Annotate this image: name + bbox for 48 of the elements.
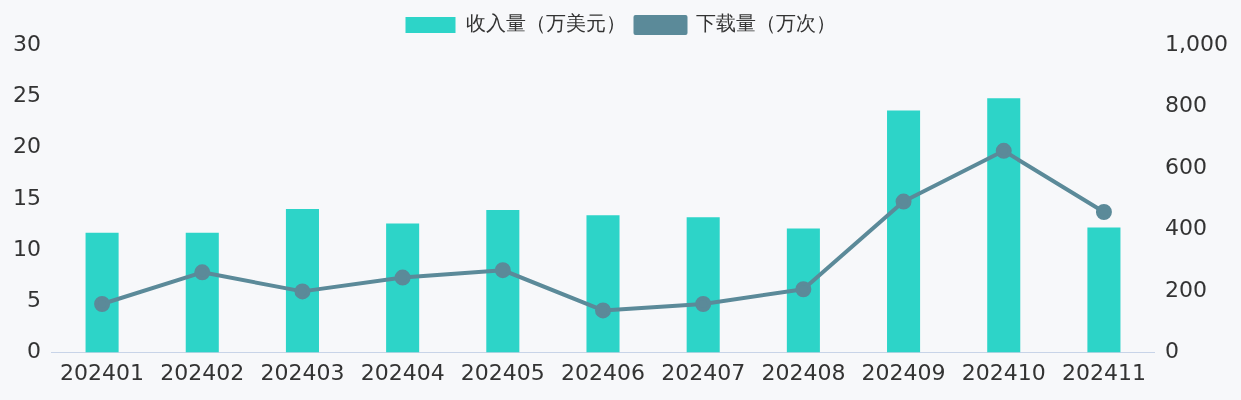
bar xyxy=(486,210,520,353)
point xyxy=(194,264,211,281)
bar xyxy=(185,232,219,353)
y-tick-label: 10 xyxy=(12,235,41,261)
bar xyxy=(786,228,820,353)
bar xyxy=(85,232,119,353)
point xyxy=(595,302,612,319)
x-tick-label: 202410 xyxy=(961,359,1046,385)
x-tick-label: 202402 xyxy=(160,359,245,385)
y-tick-label: 0 xyxy=(26,338,41,364)
point xyxy=(1095,204,1112,221)
y-tick-label: 25 xyxy=(12,81,41,107)
x-tick-label: 202407 xyxy=(661,359,746,385)
y2-tick-label: 400 xyxy=(1165,215,1208,241)
bar xyxy=(586,215,620,353)
y-tick-label: 15 xyxy=(12,184,41,210)
bar xyxy=(686,217,720,353)
x-tick-label: 202401 xyxy=(60,359,145,385)
x-tick-label: 202405 xyxy=(460,359,545,385)
point xyxy=(94,296,111,312)
bar xyxy=(386,223,420,353)
point xyxy=(695,296,712,312)
y-tick-label: 30 xyxy=(12,30,41,56)
x-tick-label: 202406 xyxy=(561,359,645,385)
point xyxy=(795,281,812,298)
legend-label: 收入量（万美元） xyxy=(465,11,626,36)
y-tick-label: 20 xyxy=(12,133,41,159)
x-tick-label: 202404 xyxy=(360,359,445,385)
point xyxy=(394,269,411,286)
y2-tick-label: 200 xyxy=(1165,276,1208,302)
bar xyxy=(887,110,921,353)
legend-label: 下载量（万次） xyxy=(695,11,836,36)
point xyxy=(995,142,1012,159)
x-tick-label: 202409 xyxy=(861,359,946,385)
y2-tick-label: 0 xyxy=(1165,338,1180,364)
x-tick-label: 202403 xyxy=(260,359,345,385)
point xyxy=(494,262,511,279)
y2-tick-label: 600 xyxy=(1165,153,1208,179)
point xyxy=(294,283,311,300)
bar xyxy=(1087,227,1121,353)
point xyxy=(895,193,912,210)
y-tick-label: 5 xyxy=(26,287,41,313)
x-tick-label: 202408 xyxy=(761,359,846,385)
bar xyxy=(285,209,319,353)
y2-tick-label: 800 xyxy=(1165,92,1208,118)
x-tick-label: 202411 xyxy=(1061,359,1146,385)
bar xyxy=(987,98,1021,353)
y2-tick-label: 1,000 xyxy=(1165,30,1228,56)
